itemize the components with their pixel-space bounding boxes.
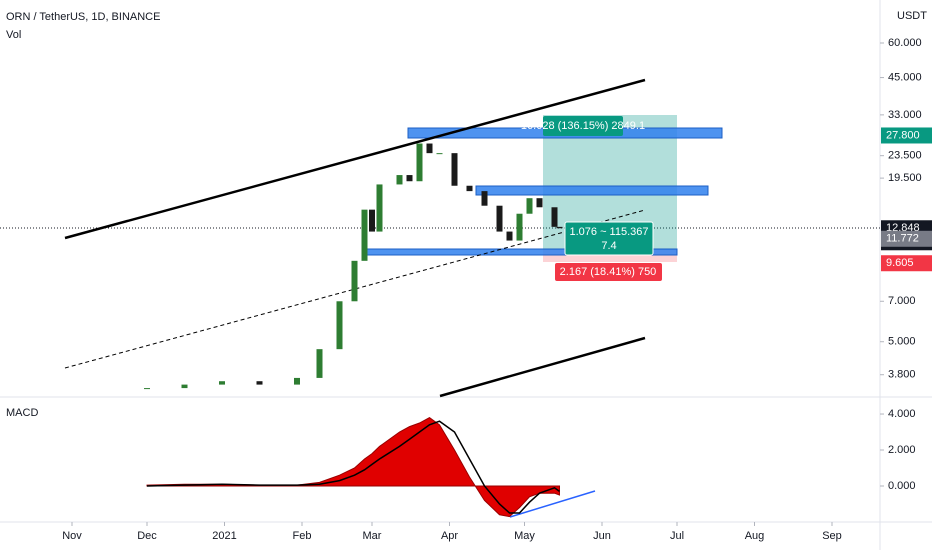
y-tick-label: 4.000 — [888, 408, 916, 420]
candle — [536, 198, 543, 208]
candle — [406, 175, 413, 182]
candle — [436, 153, 443, 155]
resistance-box — [475, 185, 709, 196]
candles — [144, 143, 563, 390]
symbol-title: ORN / TetherUS, 1D, BINANCE — [6, 11, 160, 23]
candle — [144, 388, 150, 390]
x-tick-label: Mar — [363, 530, 382, 542]
x-tick-label: Feb — [293, 530, 312, 542]
candle — [316, 349, 323, 378]
candle — [516, 213, 523, 241]
x-tick-label: Apr — [441, 530, 458, 542]
candle — [416, 143, 423, 182]
x-tick-label: Jun — [593, 530, 611, 542]
signal-line — [146, 420, 560, 514]
price-label-box — [881, 127, 932, 144]
candle — [466, 185, 473, 192]
macd-label: MACD — [6, 407, 38, 419]
x-tick-label: May — [514, 530, 535, 542]
candle — [556, 226, 563, 229]
candle — [369, 209, 375, 232]
candle — [426, 143, 433, 154]
x-tick-label: Nov — [62, 530, 82, 542]
macd-trend-line — [509, 490, 596, 518]
y-tick-label: 7.000 — [888, 295, 916, 307]
candle — [219, 381, 225, 385]
y-tick-label: 5.000 — [888, 336, 916, 348]
candle — [551, 207, 558, 227]
price-label: 11.772 — [886, 233, 919, 245]
candle — [336, 301, 343, 350]
y-tick-label: 23.500 — [888, 150, 922, 162]
candle — [376, 184, 383, 232]
candle — [181, 384, 188, 389]
price-label-box — [881, 255, 932, 272]
candle — [481, 191, 488, 206]
volume-label: Vol — [6, 29, 21, 41]
candle — [396, 175, 403, 185]
candle — [361, 209, 368, 261]
y-tick-label: 33.000 — [888, 109, 922, 121]
target-label: 16.028 (136.15%) 2849.1 — [521, 120, 645, 132]
candle — [256, 381, 263, 385]
y-tick-label: 3.800 — [888, 369, 916, 381]
candle — [506, 231, 513, 241]
currency-unit: USDT — [897, 10, 927, 22]
y-tick-label: 60.000 — [888, 37, 922, 49]
ratio-label: 1.076 ~ 115.367 — [569, 226, 648, 238]
x-tick-label: Aug — [745, 530, 765, 542]
x-tick-label: Jul — [670, 530, 684, 542]
ratio-label-box — [564, 221, 654, 256]
price-label: 9.605 — [886, 257, 914, 269]
stop-label-box — [555, 263, 662, 281]
trend-line — [439, 336, 646, 398]
y-tick-label: 0.000 — [888, 480, 916, 492]
candle — [496, 205, 503, 232]
candle — [351, 260, 358, 302]
x-tick-label: Sep — [822, 530, 842, 542]
stop-label: 2.167 (18.41%) 750 — [560, 266, 657, 278]
x-tick-label: Dec — [137, 530, 157, 542]
price-label-box — [881, 230, 932, 247]
target-label-box — [543, 116, 623, 136]
y-tick-label: 19.500 — [888, 172, 922, 184]
y-tick-label: 45.000 — [888, 71, 922, 83]
trend-line — [64, 78, 646, 240]
y-tick-label: 2.000 — [888, 444, 916, 456]
price-label: 27.800 — [886, 129, 920, 141]
ratio-value: 7.4 — [601, 240, 616, 252]
candle — [451, 153, 458, 186]
candle — [294, 377, 300, 385]
candle — [526, 198, 533, 214]
x-tick-label: 2021 — [212, 530, 236, 542]
dashed-trend-line — [64, 209, 646, 369]
